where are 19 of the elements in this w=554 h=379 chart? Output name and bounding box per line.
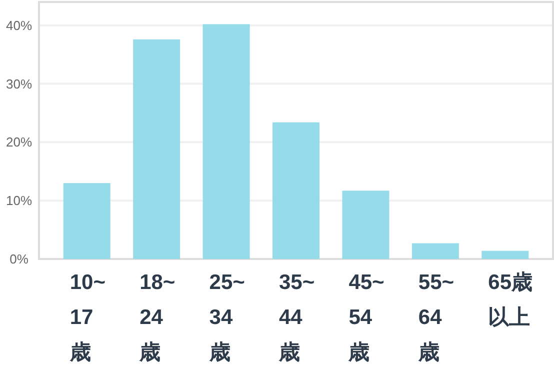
y-tick-label: 0%: [10, 252, 29, 266]
bar: [202, 24, 250, 259]
x-tick-label: 35~ 44 歳: [279, 270, 316, 366]
bar: [133, 39, 180, 259]
x-tick-label: 65歳以上: [488, 270, 534, 331]
bar: [342, 190, 390, 259]
bar: [63, 183, 110, 259]
y-tick-label: 20%: [6, 134, 32, 150]
x-tick-label: 45~ 54 歳: [348, 270, 386, 366]
x-tick-label: 55~ 64 歳: [418, 270, 456, 366]
y-tick-label: 10%: [6, 193, 32, 208]
y-tick-label: 40%: [6, 18, 32, 33]
x-tick-label: 18~ 24 歳: [140, 270, 176, 366]
bar: [482, 250, 529, 259]
bar: [412, 243, 459, 259]
y-tick-label: 30%: [6, 76, 32, 92]
x-tick-label: 25~ 34 歳: [209, 270, 246, 366]
x-tick-label: 10~ 17 歳: [70, 270, 106, 366]
bar: [272, 122, 320, 259]
